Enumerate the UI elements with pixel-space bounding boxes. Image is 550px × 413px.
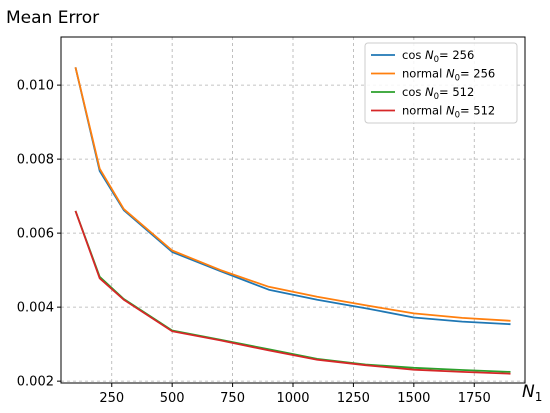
legend-subscript: 0 bbox=[455, 74, 460, 84]
y-axis: 0.002 0.004 0.006 0.008 0.010 bbox=[17, 79, 61, 390]
x-tick-label: 1000 bbox=[276, 391, 309, 406]
x-axis-title-sub: 1 bbox=[535, 390, 543, 404]
x-axis-title: N1 bbox=[522, 382, 542, 404]
y-tick-label: 0.010 bbox=[17, 79, 54, 94]
y-tick-label: 0.008 bbox=[17, 153, 54, 168]
series-lines bbox=[74, 67, 511, 375]
x-tick-label: 1500 bbox=[397, 391, 430, 406]
legend-var: N bbox=[425, 85, 434, 99]
legend-box bbox=[364, 42, 518, 124]
x-tick-label: 1750 bbox=[458, 391, 491, 406]
x-tick-label: 750 bbox=[220, 391, 245, 406]
series-line-3 bbox=[74, 210, 511, 375]
x-tick-label: 250 bbox=[99, 391, 124, 406]
legend-label-0: cos N0= 256 bbox=[402, 48, 474, 65]
legend-subscript: 0 bbox=[434, 55, 439, 65]
legend-series-name: normal bbox=[402, 67, 446, 81]
legend-var: N bbox=[446, 67, 455, 81]
x-axis: 250 500 750 1000 1250 1500 1750 bbox=[99, 383, 491, 406]
legend-label-3: normal N0= 512 bbox=[402, 104, 495, 121]
y-tick-label: 0.006 bbox=[17, 227, 54, 242]
legend-var: N bbox=[425, 48, 434, 62]
y-axis-title: Mean Error bbox=[6, 8, 99, 28]
legend-label-2: cos N0= 512 bbox=[402, 85, 474, 102]
legend-var: N bbox=[446, 104, 455, 118]
legend-subscript: 0 bbox=[434, 92, 439, 102]
legend-label-1: normal N0= 256 bbox=[402, 67, 495, 84]
series-line-1 bbox=[74, 67, 511, 322]
legend-equals: = 256 bbox=[439, 48, 474, 62]
legend-series-name: cos bbox=[402, 48, 425, 62]
y-tick-label: 0.004 bbox=[17, 301, 54, 316]
legend-series-name: cos bbox=[402, 85, 425, 99]
y-tick-label: 0.002 bbox=[17, 375, 54, 390]
legend-equals: = 512 bbox=[460, 104, 495, 118]
x-tick-label: 500 bbox=[160, 391, 185, 406]
legend-equals: = 512 bbox=[439, 85, 474, 99]
legend-series-name: normal bbox=[402, 104, 446, 118]
legend-subscript: 0 bbox=[455, 111, 460, 121]
legend-equals: = 256 bbox=[460, 67, 495, 81]
x-tick-label: 1250 bbox=[337, 391, 370, 406]
x-axis-title-main: N bbox=[522, 382, 535, 402]
